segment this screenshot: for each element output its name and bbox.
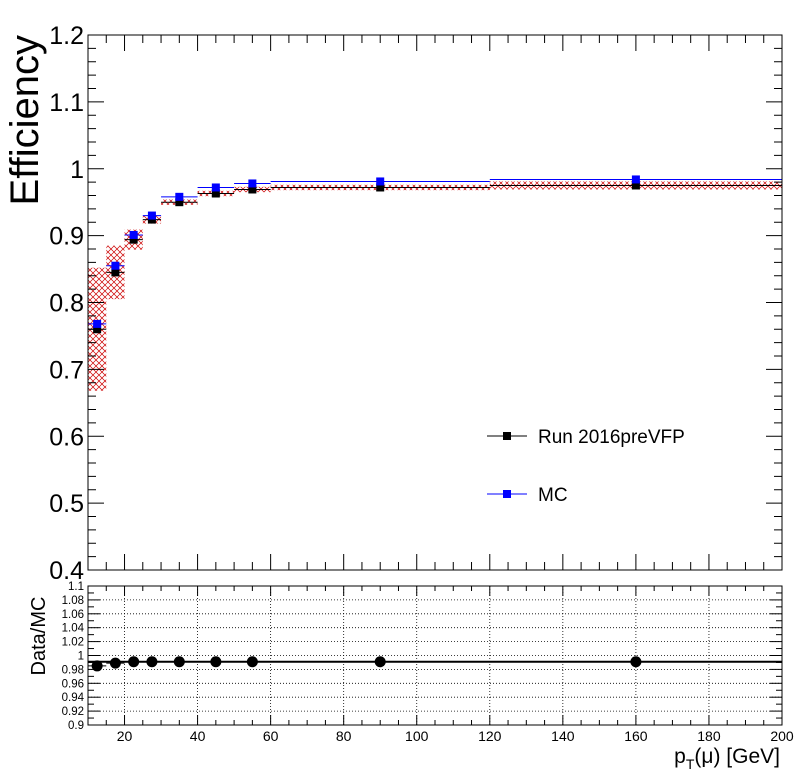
data-point (248, 185, 257, 194)
ratio-y-tick-label: 1.04 (62, 623, 85, 635)
legend-marker-run (503, 432, 511, 440)
top-plot-frame (87, 34, 783, 571)
y-tick-label: 0.4 (49, 557, 84, 585)
legend-marker-mc (503, 490, 511, 498)
ratio-point (128, 656, 140, 668)
data-point (93, 319, 102, 328)
data-point (129, 230, 138, 239)
data-point (211, 183, 220, 192)
x-tick-label: 140 (551, 728, 575, 744)
legend-entry-mc: MC (487, 485, 568, 506)
data-point (631, 181, 640, 190)
top-y-axis-label: Efficiency (3, 35, 47, 205)
x-axis-label: pT(μ) [GeV] (674, 745, 780, 772)
ratio-y-tick-label: 0.94 (62, 692, 85, 704)
legend: Run 2016preVFP MC (487, 427, 685, 506)
ratio-y-tick-label: 0.9 (68, 720, 84, 732)
data-point (631, 175, 640, 184)
ratio-point (210, 656, 222, 668)
y-tick-label: 1 (70, 156, 84, 184)
ratio-series (88, 656, 782, 672)
data-point (211, 189, 220, 198)
top-y-tick-labels: 0.4 0.5 0.6 0.7 0.8 0.9 1 1.1 1.2 (49, 22, 84, 585)
ratio-y-tick-label: 0.98 (62, 664, 84, 676)
ratio-point (374, 656, 386, 668)
x-axis-label-sub: T (686, 756, 695, 772)
data-point (111, 268, 120, 277)
data-point (147, 211, 156, 220)
ratio-point (91, 660, 103, 672)
data-point (376, 183, 385, 192)
legend-entry-run: Run 2016preVFP (487, 427, 685, 448)
x-tick-label: 40 (190, 728, 206, 744)
data-point (175, 192, 184, 201)
data-point (248, 179, 257, 188)
x-tick-label: 120 (478, 728, 502, 744)
x-tick-label: 200 (770, 728, 794, 744)
markers-mc (93, 175, 640, 328)
ratio-panel: 0.90.920.940.960.9811.021.041.061.081.1 … (28, 581, 794, 772)
efficiency-series (88, 175, 782, 334)
ratio-y-tick-label: 0.96 (62, 678, 84, 690)
ratio-point (630, 656, 642, 668)
ratio-plot-frame (87, 585, 783, 726)
ratio-y-tick-label: 1.1 (68, 581, 84, 593)
x-tick-label: 80 (336, 728, 352, 744)
x-tick-label: 60 (263, 728, 279, 744)
x-tick-label: 20 (117, 728, 133, 744)
legend-label-run: Run 2016preVFP (538, 427, 685, 448)
ratio-y-tick-label: 1.06 (62, 609, 84, 621)
data-point (376, 177, 385, 186)
ratio-point (109, 657, 121, 669)
data-point (175, 198, 184, 207)
ratio-y-tick-label: 1 (78, 651, 84, 663)
efficiency-panel: 0.4 0.5 0.6 0.7 0.8 0.9 1 1.1 1.2 Efficiency Run… (3, 22, 783, 585)
x-axis-label-p: p (674, 745, 686, 768)
data-point (129, 235, 138, 244)
markers-data (93, 181, 640, 334)
data-point (147, 215, 156, 224)
x-tick-label: 160 (624, 728, 648, 744)
top-tick-marks (87, 34, 783, 571)
y-tick-label: 0.6 (49, 423, 84, 451)
ratio-point (246, 656, 258, 668)
y-tick-label: 0.5 (49, 490, 84, 518)
y-tick-label: 0.9 (49, 223, 84, 251)
ratio-y-tick-label: 0.92 (62, 706, 84, 718)
ratio-y-tick-label: 1.08 (62, 595, 84, 607)
y-tick-label: 0.7 (49, 356, 84, 384)
ratio-y-tick-labels: 0.9 0.92 0.94 0.96 0.981 1.02 1.04 1.06 1.08 1.1 (62, 581, 85, 732)
ratio-point (173, 656, 185, 668)
ratio-y-axis-label: Data/MC (28, 597, 50, 676)
y-tick-label: 0.8 (49, 290, 84, 318)
y-tick-label: 1.2 (49, 22, 84, 50)
x-tick-labels: 20 40 60 80 100 120 140 160 180 200 (117, 728, 794, 744)
y-tick-label: 1.1 (49, 89, 84, 117)
ratio-point (146, 656, 158, 668)
data-point (93, 325, 102, 334)
ratio-y-tick-label: 1.02 (62, 637, 84, 649)
x-axis-label-rest: (μ) [GeV] (694, 745, 780, 768)
legend-label-mc: MC (538, 485, 568, 506)
data-point (111, 261, 120, 270)
x-tick-label: 180 (697, 728, 721, 744)
x-tick-label: 100 (405, 728, 429, 744)
